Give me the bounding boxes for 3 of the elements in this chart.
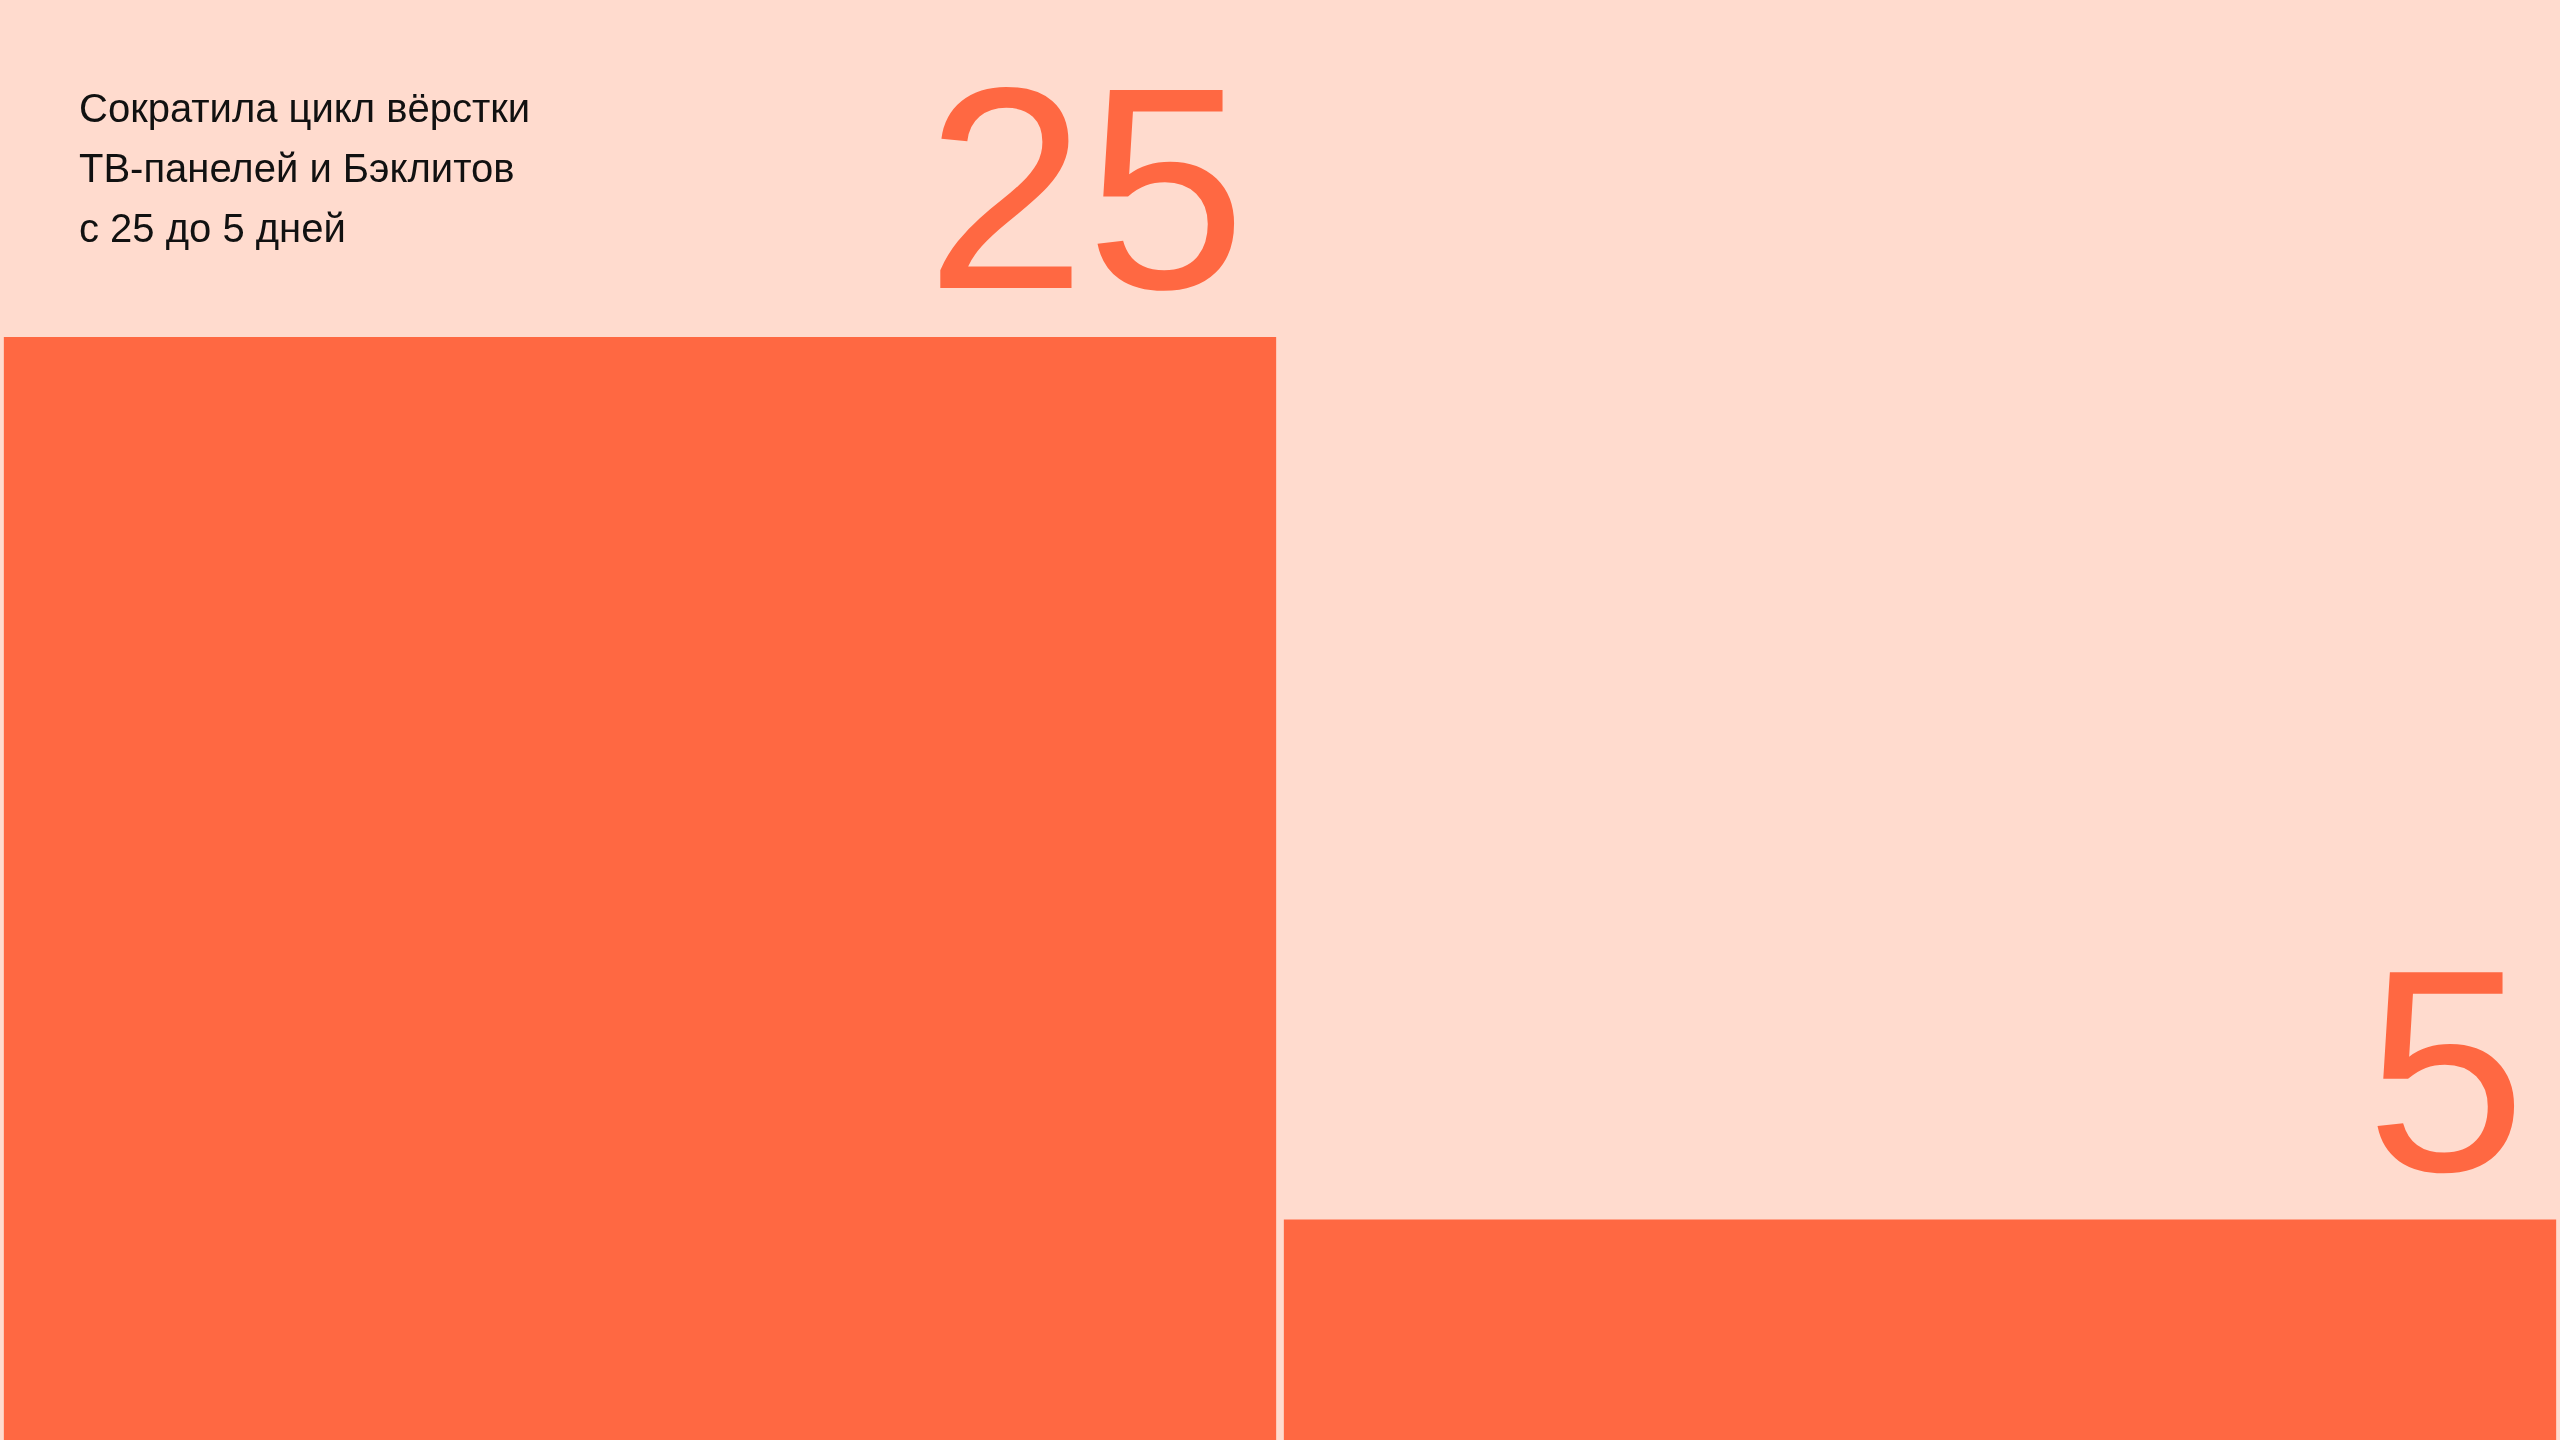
data-label: 5 <box>2365 909 2527 1232</box>
text: Сократила цикл вёрстки ТВ-панелей и Бэклитов с 25 до 5 дней <box>79 85 531 252</box>
data-label: 25 <box>925 27 1247 350</box>
